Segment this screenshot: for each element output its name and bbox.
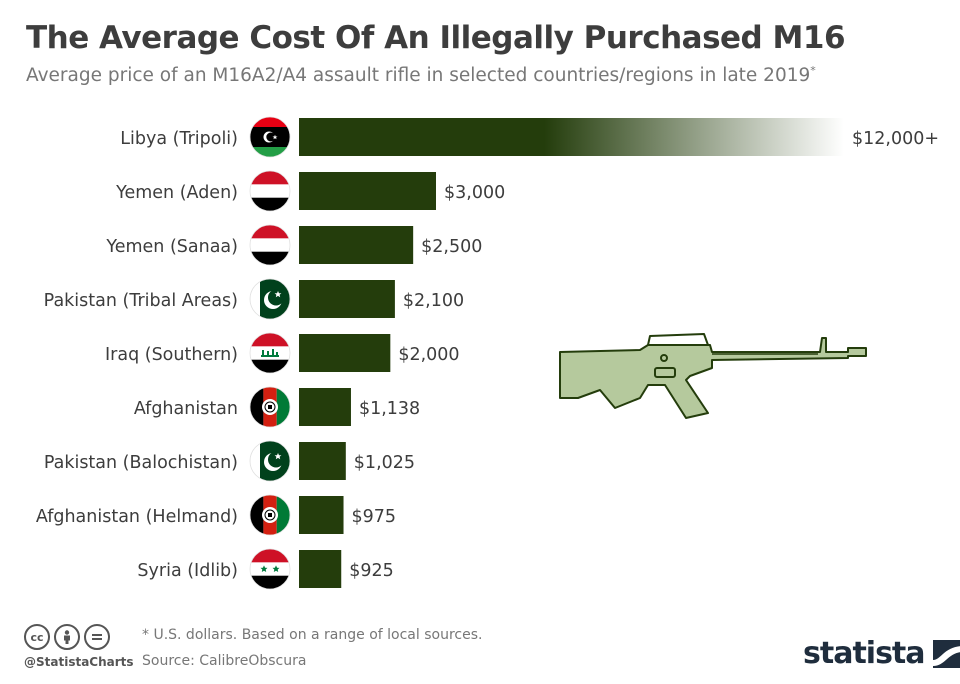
value-label: $975 [352, 507, 397, 527]
bar [299, 388, 351, 426]
bar [299, 226, 414, 264]
libya-flag-icon [250, 117, 290, 157]
bar [299, 334, 391, 372]
pakistan-flag-icon [250, 279, 290, 319]
category-label: Pakistan (Balochistan) [44, 453, 238, 473]
chart-row: Yemen (Sanaa) $2,500 [105, 224, 482, 266]
bar [299, 550, 342, 588]
value-label: $1,025 [354, 453, 415, 473]
bar [299, 118, 844, 156]
brand-wordmark: statista [803, 636, 926, 671]
statista-logo-icon [932, 640, 960, 668]
chart-row: Afghanistan (Helmand) $975 [36, 494, 397, 536]
value-label: $925 [349, 561, 394, 581]
category-label: Yemen (Aden) [115, 183, 238, 203]
attribution-icon [54, 624, 80, 650]
social-handle[interactable]: @StatistaCharts [24, 655, 134, 669]
category-label: Afghanistan [134, 399, 238, 419]
iraq-flag-icon [250, 333, 290, 373]
afghanistan-flag-icon [250, 387, 290, 427]
category-label: Yemen (Sanaa) [105, 237, 238, 257]
chart-subtitle: Average price of an M16A2/A4 assault rif… [26, 64, 816, 87]
yemen-flag-icon [250, 225, 290, 265]
value-label: $3,000 [444, 183, 505, 203]
value-label: $2,000 [398, 345, 459, 365]
category-label: Syria (Idlib) [137, 561, 238, 581]
category-label: Libya (Tripoli) [120, 129, 238, 149]
value-label: $2,100 [403, 291, 464, 311]
license-icons: cc [24, 624, 110, 650]
category-label: Iraq (Southern) [105, 345, 238, 365]
chart-row: Afghanistan $1,138 [134, 386, 420, 428]
chart-row: Libya (Tripoli) $12,000+ [120, 116, 939, 158]
m16-rifle-icon [559, 333, 867, 419]
bar [299, 496, 344, 534]
category-label: Pakistan (Tribal Areas) [44, 291, 238, 311]
chart-title: The Average Cost Of An Illegally Purchas… [26, 20, 846, 56]
yemen-flag-icon [250, 171, 290, 211]
bar-chart: Libya (Tripoli) $12,000+ Yemen (Aden) $3,00… [36, 116, 939, 590]
chart-row: Yemen (Aden) $3,000 [115, 170, 505, 212]
chart-row: Syria (Idlib) $925 [137, 548, 394, 590]
value-label: $2,500 [421, 237, 482, 257]
value-label: $12,000+ [852, 129, 939, 149]
pakistan-flag-icon [250, 441, 290, 481]
chart-row: Iraq (Southern) $2,000 [105, 332, 460, 374]
value-label: $1,138 [359, 399, 420, 419]
afghanistan-flag-icon [250, 495, 290, 535]
chart-row: Pakistan (Balochistan) $1,025 [44, 440, 415, 482]
bar [299, 280, 395, 318]
statista-logo[interactable]: statista [803, 639, 960, 669]
bar [299, 442, 346, 480]
category-label: Afghanistan (Helmand) [36, 507, 238, 527]
no-derivatives-icon [84, 624, 110, 650]
footnote: * U.S. dollars. Based on a range of loca… [142, 627, 483, 643]
source-credit: Source: CalibreObscura [142, 653, 307, 669]
syria-flag-icon [250, 549, 290, 589]
bar [299, 172, 436, 210]
cc-icon: cc [24, 624, 50, 650]
chart-row: Pakistan (Tribal Areas) $2,100 [44, 278, 464, 320]
